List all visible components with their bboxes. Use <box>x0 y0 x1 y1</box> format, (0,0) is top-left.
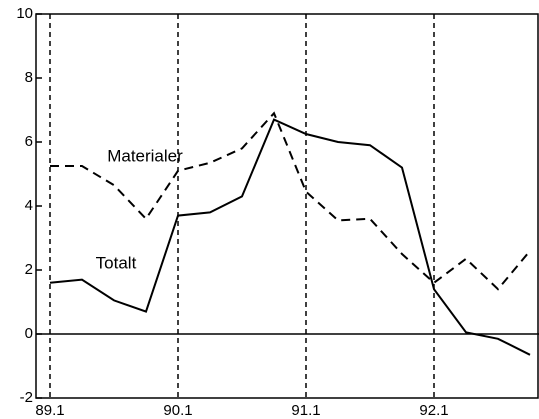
x-tick-label: 89.1 <box>35 402 64 419</box>
series-label: Materialer <box>107 146 183 165</box>
y-tick-label: 10 <box>16 5 33 22</box>
y-tick-label: 8 <box>25 69 33 86</box>
x-tick-label: 92.1 <box>419 402 448 419</box>
x-tick-label: 90.1 <box>163 402 192 419</box>
x-tick-label: 91.1 <box>291 402 320 419</box>
y-tick-label: 2 <box>25 261 33 278</box>
series-line <box>49 118 531 356</box>
series-label: Totalt <box>96 253 137 272</box>
series-line <box>50 111 531 291</box>
y-tick-label: -2 <box>20 389 33 406</box>
plot-frame <box>35 13 539 399</box>
y-tick-label: 6 <box>25 133 33 150</box>
y-tick-label: 4 <box>25 197 33 214</box>
y-tick-label: 0 <box>25 325 33 342</box>
